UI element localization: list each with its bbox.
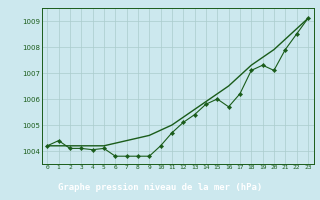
Text: Graphe pression niveau de la mer (hPa): Graphe pression niveau de la mer (hPa)	[58, 182, 262, 192]
